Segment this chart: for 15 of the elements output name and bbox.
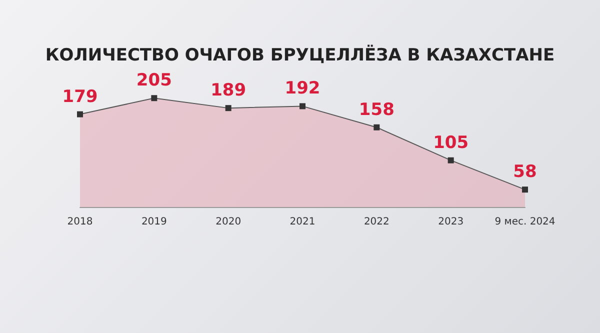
data-label: 192 xyxy=(284,78,320,99)
x-tick-label: 2022 xyxy=(364,216,390,228)
data-label: 205 xyxy=(136,70,172,91)
data-label: 58 xyxy=(513,162,537,182)
data-label: 105 xyxy=(433,132,469,153)
data-label: 189 xyxy=(210,80,246,101)
data-label: 158 xyxy=(358,100,394,120)
x-tick-label: 2018 xyxy=(67,216,93,228)
data-label: 179 xyxy=(62,86,98,107)
x-tick-label: 9 мес. 2024 xyxy=(494,216,556,228)
chart-title: КОЛИЧЕСТВО ОЧАГОВ БРУЦЕЛЛЁЗА В КАЗАХСТАНЕ xyxy=(45,44,555,66)
x-tick-label: 2019 xyxy=(141,216,167,228)
x-tick-label: 2021 xyxy=(290,216,316,228)
x-tick-label: 2023 xyxy=(438,216,464,228)
x-tick-label: 2020 xyxy=(216,216,242,228)
